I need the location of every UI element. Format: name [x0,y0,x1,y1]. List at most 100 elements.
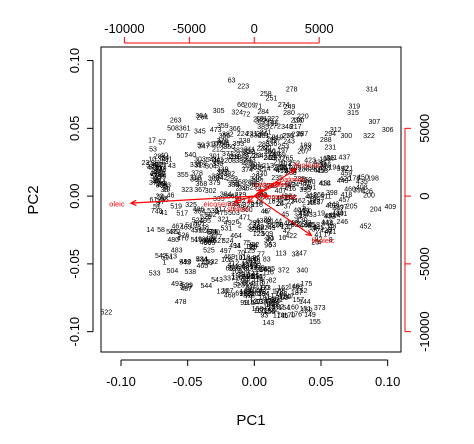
point-label: 448 [322,221,334,228]
point-label: 144 [299,299,311,306]
point-label: 387 [235,158,247,165]
point-label: 116 [263,269,274,276]
point-label: 21 [159,162,167,169]
point-label: 23 [142,160,150,167]
y-tick-label: 0.10 [67,48,82,73]
point-label: 532 [206,259,218,266]
point-label: 52 [291,222,299,229]
point-label: 42 [153,162,161,169]
point-label: 487 [180,286,192,293]
point-label: 148 [265,302,277,309]
point-label: 504 [167,268,179,275]
point-label: 175 [301,281,313,288]
point-label: 112 [228,261,239,268]
point-label: 216 [251,202,263,209]
point-label: 6 [236,219,240,226]
point-label: 518 [197,225,209,232]
point-label: 183 [276,291,288,298]
loading-label: palmitoleic [255,180,291,189]
point-label: 418 [341,192,353,199]
point-label: 99 [240,300,248,307]
point-label: 415 [276,168,288,175]
point-label: 289 [244,180,256,187]
point-label: 293 [270,155,282,162]
point-label: 302 [205,188,217,195]
point-label: 50 [149,165,157,172]
point-label: 377 [217,170,229,177]
point-label: 374 [241,167,253,174]
point-label: 447 [332,205,344,212]
point-label: 322 [363,133,375,140]
point-label: 122 [245,283,257,290]
point-label: 542 [155,253,167,260]
point-label: 190 [292,118,304,125]
point-label: 206 [252,164,264,171]
point-label: 379 [209,180,221,187]
point-label: 235 [271,175,283,182]
point-label: 534 [196,256,208,263]
point-label: 459 [341,171,353,178]
point-label: 39 [294,214,302,221]
point-label: 43 [329,223,337,230]
point-label: 131 [245,258,257,265]
point-label: 210 [273,159,285,166]
point-label: 256 [282,133,294,140]
point-label: 406 [273,167,285,174]
point-label: 223 [237,83,249,90]
point-label: 4 [162,180,166,187]
point-label: 267 [280,165,292,172]
point-label: 157 [292,297,304,304]
plot-frame [100,46,402,353]
point-label: 278 [286,86,298,93]
point-label: 217 [290,124,302,131]
point-label: 84 [250,242,258,249]
loading-arrow [247,195,255,204]
point-label: 52 [146,163,154,170]
point-label: 111 [251,266,262,273]
point-label: 513 [165,254,177,261]
point-label: 449 [337,178,349,185]
point-label: 301 [209,154,221,161]
point-label: 33 [252,222,260,229]
point-label: 351 [229,181,241,188]
point-label: 247 [295,250,307,257]
point-label: 83 [263,256,271,263]
point-label: 150 [301,308,313,315]
point-label: 313 [194,162,206,169]
point-label: 172 [272,289,284,296]
loading-arrow [253,195,312,236]
point-label: 166 [254,308,266,315]
point-label: 355 [177,172,189,179]
point-label: 10 [306,200,314,207]
point-label: 199 [308,197,320,204]
loading-arrow [130,195,255,204]
point-label: 53 [149,146,157,153]
point-label: 509 [261,231,273,238]
point-label: 446 [299,223,311,230]
point-label: 456 [280,194,292,201]
point-label: 441 [336,211,348,218]
point-label: 265 [282,155,294,162]
point-label: 56 [151,161,159,168]
point-label: 134 [250,274,262,281]
point-label: 395 [299,187,311,194]
point-label: 45 [153,179,161,186]
point-label: 169 [267,301,279,308]
point-label: 352 [195,161,207,168]
point-label: 435 [356,179,368,186]
point-label: 22 [156,193,164,200]
point-label: 394 [258,291,270,298]
point-label: 156 [263,309,275,316]
point-label: 96 [264,243,272,250]
point-label: 463 [180,224,192,231]
point-label: 496 [234,264,246,271]
point-label: 357 [252,180,264,187]
point-label: 12 [157,170,165,177]
point-label: 536 [166,229,178,236]
point-label: 25 [307,222,315,229]
x-tick-label: -0.10 [106,374,136,389]
point-label: 389 [264,149,276,156]
point-label: 239 [285,170,297,177]
point-label: 5 [152,163,156,170]
point-label: 396 [320,162,332,169]
